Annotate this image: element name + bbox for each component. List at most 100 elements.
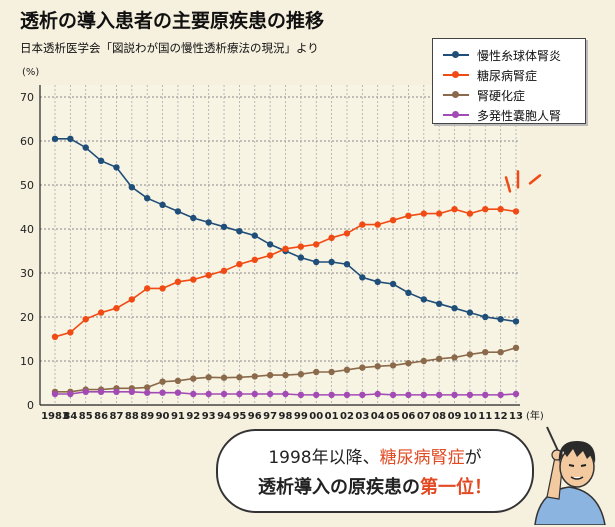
data-point xyxy=(190,276,197,283)
data-point xyxy=(82,388,89,395)
person-eye xyxy=(568,464,575,467)
legend-label: 腎硬化症 xyxy=(477,89,526,103)
x-tick-label: 04 xyxy=(371,411,385,422)
x-tick-label: 90 xyxy=(156,411,170,422)
data-point xyxy=(159,285,166,292)
x-tick-label: 11 xyxy=(478,411,492,422)
y-axis-unit: (%) xyxy=(22,67,39,78)
callout-highlight: 第一位！ xyxy=(420,477,492,498)
data-point xyxy=(205,390,212,398)
data-point xyxy=(451,206,458,213)
data-point xyxy=(512,390,520,398)
data-point xyxy=(67,135,74,142)
data-point xyxy=(128,296,136,303)
data-point xyxy=(374,390,381,398)
data-point xyxy=(82,144,89,151)
data-point xyxy=(266,371,274,379)
chart-legend: 慢性糸球体腎炎 糖尿病腎症 腎硬化症 多発性嚢胞人腎 xyxy=(432,38,586,124)
data-point xyxy=(359,364,366,371)
y-tick-label: 70 xyxy=(20,91,34,104)
plot-area xyxy=(40,85,520,405)
data-point xyxy=(51,333,59,340)
data-point xyxy=(405,360,412,367)
data-point xyxy=(343,391,351,399)
data-point xyxy=(405,391,412,399)
callout-line-2: 透析導入の原疾患の第一位！ xyxy=(218,473,532,499)
y-tick-label: 30 xyxy=(20,267,34,280)
data-point xyxy=(190,214,197,222)
y-tick-label: 60 xyxy=(20,135,34,148)
x-tick-label: 13 xyxy=(509,411,523,422)
data-point xyxy=(144,384,151,391)
data-point xyxy=(328,258,335,266)
data-point xyxy=(67,329,74,336)
data-point xyxy=(359,274,366,281)
x-tick-label: 01 xyxy=(325,411,339,422)
data-point xyxy=(420,357,427,365)
y-tick-label: 10 xyxy=(20,355,34,368)
legend-marker xyxy=(452,71,459,78)
legend-marker xyxy=(452,111,459,118)
data-point xyxy=(82,316,89,323)
data-point xyxy=(190,375,197,382)
x-tick-label: 12 xyxy=(494,411,508,422)
data-point xyxy=(144,195,151,202)
x-tick-label: 98 xyxy=(279,411,293,422)
data-point xyxy=(466,391,474,399)
callout-text: 1998年以降、 xyxy=(268,448,380,468)
data-point xyxy=(328,368,335,376)
y-tick-label: 20 xyxy=(20,311,34,324)
data-point xyxy=(359,221,366,228)
callout-bubble: 1998年以降、糖尿病腎症が 透析導入の原疾患の第一位！ xyxy=(216,429,534,513)
emphasis-mark xyxy=(504,176,512,193)
data-point xyxy=(144,389,151,396)
data-point xyxy=(251,256,258,263)
x-tick-label: 88 xyxy=(125,411,139,422)
data-point xyxy=(113,388,120,395)
data-point xyxy=(420,391,427,399)
data-point xyxy=(497,316,504,323)
legend-marker xyxy=(452,51,459,58)
data-point xyxy=(251,232,258,239)
data-point xyxy=(220,390,228,398)
data-point xyxy=(328,234,335,241)
data-point xyxy=(282,371,289,379)
callout-text: 透析導入の原疾患の xyxy=(258,477,420,498)
data-point xyxy=(512,318,520,325)
data-point xyxy=(482,391,489,399)
y-tick-label: 40 xyxy=(20,223,34,236)
data-point xyxy=(313,258,320,266)
data-point xyxy=(113,305,120,312)
data-point xyxy=(297,254,305,261)
data-point xyxy=(435,300,443,307)
data-point xyxy=(451,391,458,399)
data-point xyxy=(405,289,412,296)
data-point xyxy=(466,210,474,217)
x-tick-label: 95 xyxy=(232,411,246,422)
data-point xyxy=(220,223,228,230)
x-tick-label: 00 xyxy=(309,411,323,422)
page-title: 透析の導入患者の主要原疾患の推移 xyxy=(20,10,325,32)
x-tick-label: 99 xyxy=(294,411,308,422)
legend-item: 糖尿病腎症 xyxy=(433,65,585,84)
data-point xyxy=(343,261,351,268)
data-point xyxy=(159,378,166,385)
data-point xyxy=(51,135,59,142)
data-point xyxy=(174,389,182,396)
data-point xyxy=(128,388,136,395)
legend-label: 糖尿病腎症 xyxy=(477,69,538,83)
data-point xyxy=(466,351,474,358)
data-point xyxy=(236,374,243,381)
x-tick-label: 85 xyxy=(79,411,93,422)
x-tick-label: 06 xyxy=(401,411,415,422)
data-point xyxy=(236,228,243,235)
y-tick-label: 50 xyxy=(20,179,34,192)
x-tick-label: 84 xyxy=(63,411,77,422)
callout-text: が xyxy=(464,448,482,468)
legend-marker xyxy=(452,91,459,98)
data-point xyxy=(359,391,366,399)
data-point xyxy=(297,243,305,250)
data-point xyxy=(297,371,305,378)
data-point xyxy=(266,390,274,398)
